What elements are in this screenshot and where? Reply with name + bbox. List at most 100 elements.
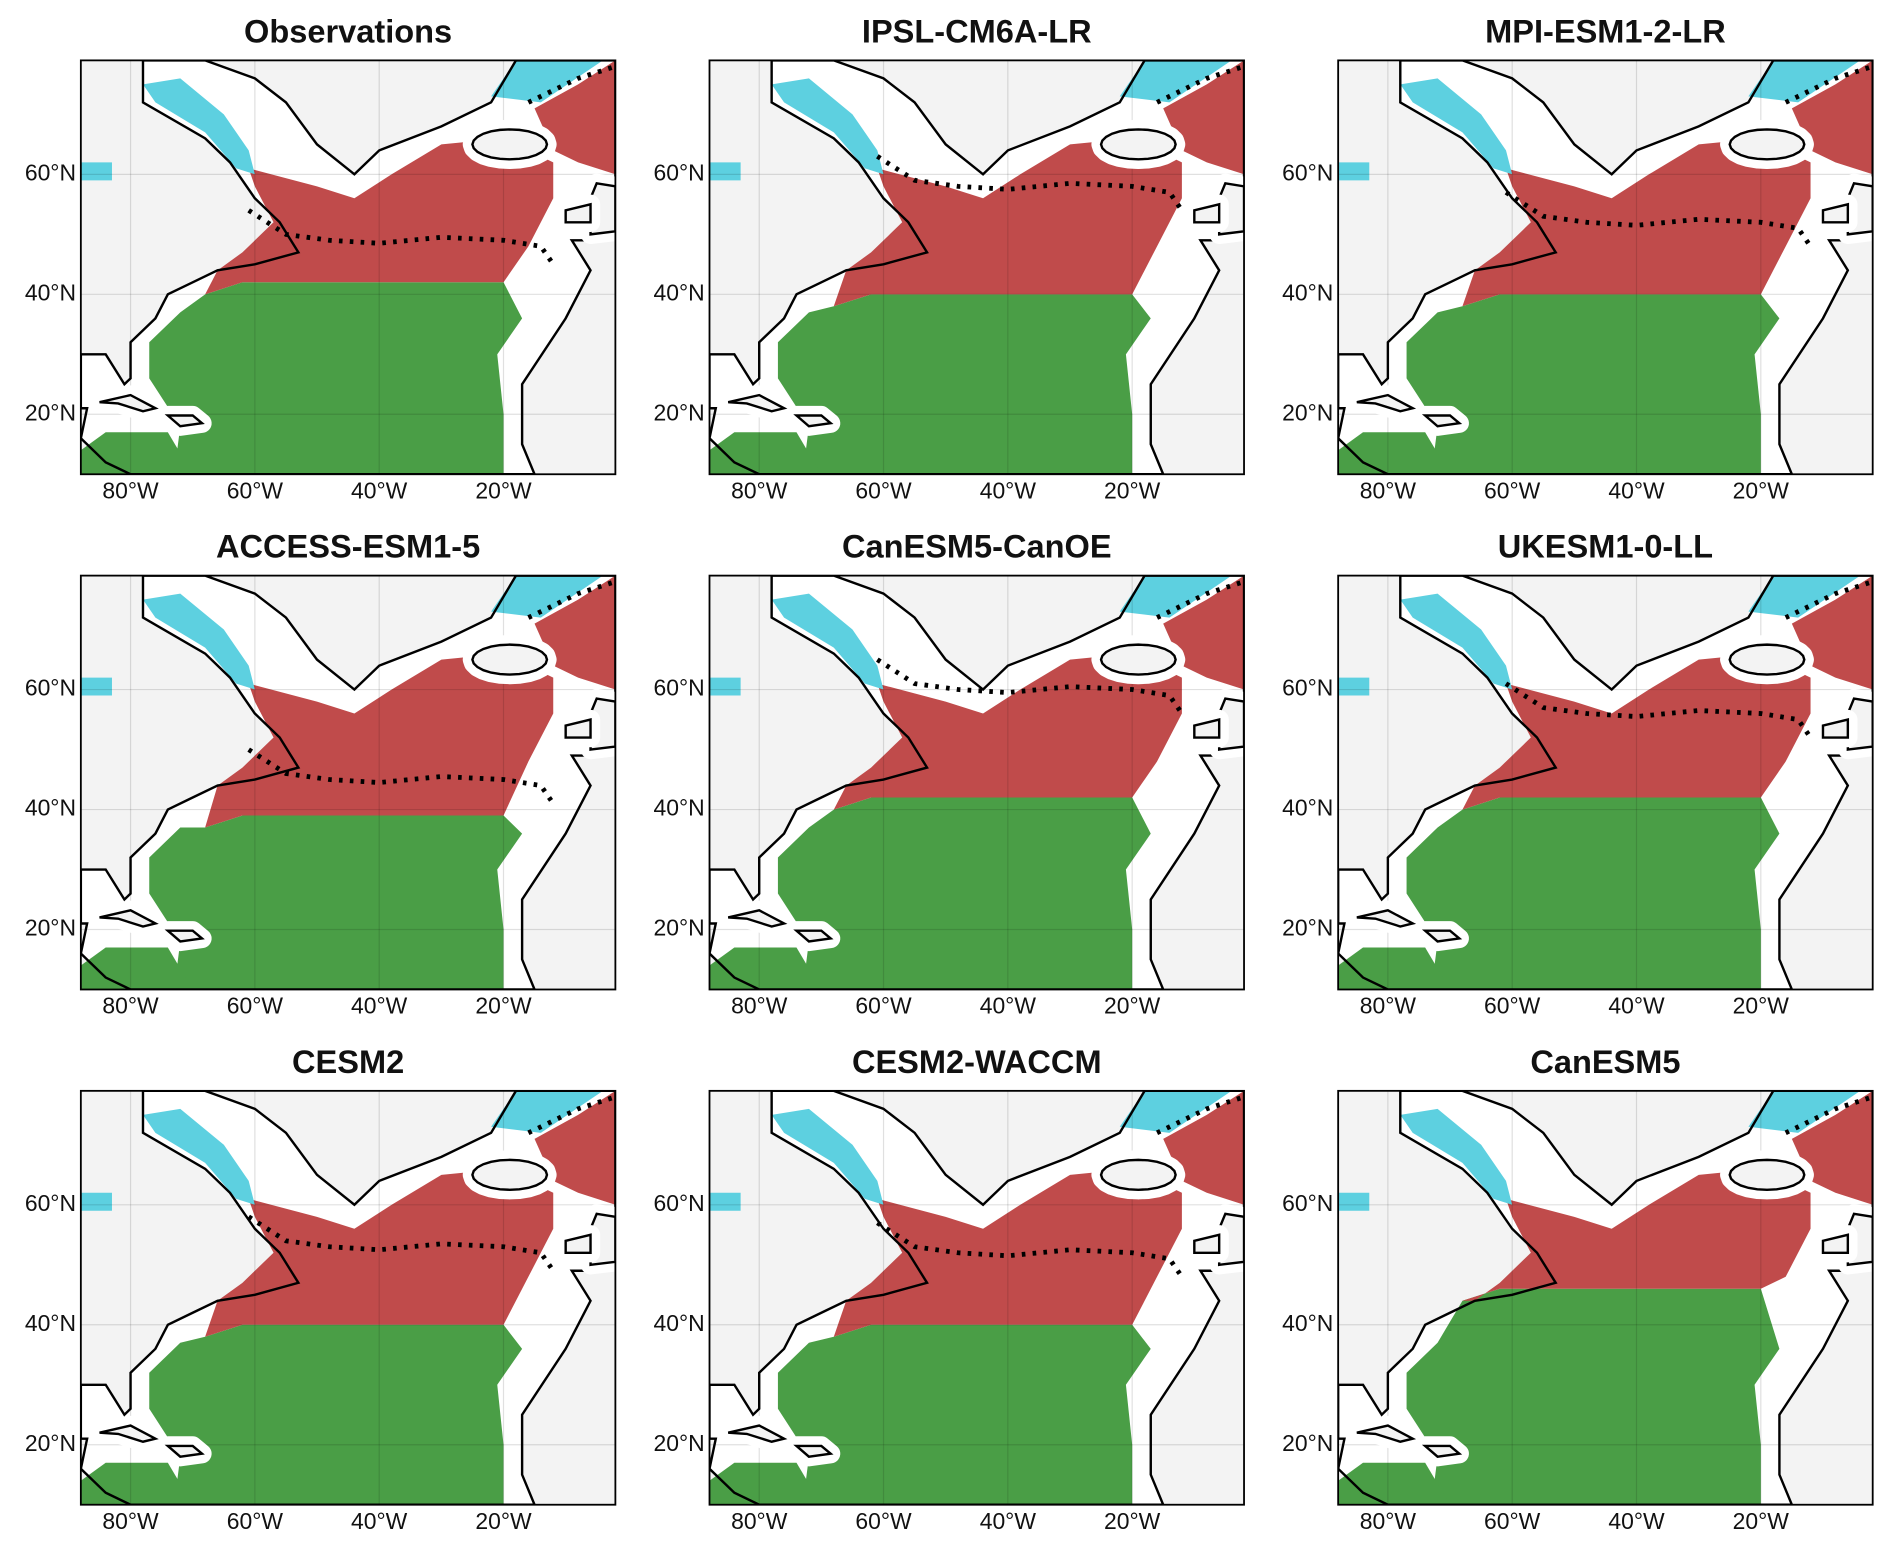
x-tick-label: 40°W — [980, 993, 1037, 1019]
green-region — [149, 282, 523, 475]
island — [793, 1444, 834, 1458]
map — [1338, 1090, 1873, 1505]
island — [727, 393, 788, 413]
red-region — [1462, 138, 1811, 307]
x-tick-label: 60°W — [227, 993, 284, 1019]
x-tick-label: 60°W — [855, 1508, 912, 1534]
island — [1193, 1233, 1221, 1254]
panel-title: UKESM1-0-LL — [1498, 529, 1713, 565]
y-tick-label: 20°N — [653, 399, 704, 425]
island — [1099, 1158, 1177, 1191]
x-tick-label: 40°W — [351, 993, 408, 1019]
green-region — [149, 815, 523, 990]
map-panel: ACCESS-ESM1-5 80°W 60°W 40°W 20°W 20°N 40°N 60°… — [25, 529, 617, 1019]
x-tick-label: 40°W — [351, 1508, 408, 1534]
x-tick-label: 80°W — [1360, 993, 1417, 1019]
contour-line — [1784, 64, 1873, 105]
island — [564, 202, 592, 224]
x-tick-label: 80°W — [731, 477, 788, 503]
map — [1338, 575, 1873, 990]
y-tick-label: 20°N — [1282, 399, 1333, 425]
y-tick-label: 20°N — [25, 915, 76, 941]
green-region — [1406, 797, 1780, 990]
x-tick-label: 40°W — [351, 477, 408, 503]
red-region — [205, 138, 554, 295]
x-tick-label: 40°W — [1608, 1508, 1665, 1534]
ice-region — [80, 162, 112, 181]
x-tick-label: 60°W — [855, 993, 912, 1019]
panel-title: IPSL-CM6A-LR — [862, 13, 1092, 49]
x-tick-label: 20°W — [1733, 993, 1790, 1019]
contour-line — [527, 1094, 616, 1136]
x-tick-label: 80°W — [102, 1508, 159, 1534]
contour-line — [527, 579, 616, 620]
x-tick-label: 40°W — [980, 477, 1037, 503]
x-tick-label: 80°W — [102, 993, 159, 1019]
map-panel: MPI-ESM1-2-LR 80°W 60°W 40°W 20°W 20°N 40°N 60°… — [1282, 13, 1874, 503]
x-tick-label: 60°W — [227, 1508, 284, 1534]
map-panel: CanESM5-CanOE 80°W 60°W 40°W 20°W 20°N 40°N 60°… — [653, 529, 1245, 1019]
x-tick-label: 20°W — [1733, 1508, 1790, 1534]
island — [164, 929, 205, 943]
ice-region — [1119, 60, 1232, 103]
contour-line — [876, 1220, 1184, 1279]
red-region — [833, 138, 1182, 307]
ice-region — [771, 1108, 884, 1205]
island — [164, 414, 205, 428]
island — [1728, 1158, 1806, 1191]
frame — [708, 1089, 1245, 1506]
x-tick-label: 80°W — [102, 477, 159, 503]
island — [1356, 1424, 1417, 1443]
map-panel: CESM2-WACCM 80°W 60°W 40°W 20°W 20°N 40°N 60°N — [653, 1044, 1245, 1534]
contour-line — [1784, 1094, 1873, 1136]
x-tick-label: 40°W — [980, 1508, 1037, 1534]
island — [1099, 643, 1177, 676]
ice-region — [1119, 575, 1232, 618]
y-tick-label: 40°N — [653, 1310, 704, 1336]
island — [1821, 1233, 1850, 1254]
y-tick-label: 40°N — [25, 279, 76, 305]
island — [471, 1158, 549, 1191]
map-panel: UKESM1-0-LL 80°W 60°W 40°W 20°W 20°N 40°N 60°N — [1282, 529, 1874, 1019]
y-tick-label: 20°N — [653, 1430, 704, 1456]
frame — [79, 1089, 617, 1506]
map — [80, 1090, 616, 1505]
red-region — [833, 1168, 1182, 1337]
x-tick-label: 60°W — [1484, 477, 1541, 503]
island — [99, 909, 159, 928]
island — [1421, 929, 1463, 943]
y-tick-label: 60°N — [653, 675, 704, 701]
red-region — [205, 1168, 554, 1337]
y-tick-label: 20°N — [1282, 915, 1333, 941]
y-tick-label: 60°N — [1282, 159, 1333, 185]
ice-region — [142, 593, 255, 690]
island — [99, 1424, 159, 1443]
x-tick-label: 80°W — [1360, 1508, 1417, 1534]
y-tick-label: 40°N — [1282, 1310, 1333, 1336]
island — [727, 909, 788, 928]
ice-region — [1748, 1090, 1861, 1133]
y-tick-label: 60°N — [653, 159, 704, 185]
green-region — [777, 797, 1151, 990]
x-tick-label: 40°W — [1608, 993, 1665, 1019]
panel-title: ACCESS-ESM1-5 — [216, 529, 480, 565]
island — [1728, 643, 1806, 676]
island — [1356, 909, 1417, 928]
red-region — [205, 653, 554, 828]
contour-line — [247, 747, 556, 805]
x-tick-label: 20°W — [1104, 477, 1161, 503]
ice-region — [491, 575, 603, 618]
panel-title: CESM2-WACCM — [852, 1044, 1102, 1080]
x-tick-label: 60°W — [1484, 1508, 1541, 1534]
panel-title: CESM2 — [292, 1044, 404, 1080]
ice-region — [709, 162, 741, 181]
ice-region — [80, 677, 112, 696]
panel-title: MPI-ESM1-2-LR — [1485, 13, 1726, 49]
map-panel: CESM2 80°W 60°W 40°W 20°W 20°N 40°N 60°N — [25, 1044, 617, 1534]
island — [471, 643, 549, 676]
red-region — [833, 653, 1182, 810]
island — [1421, 414, 1463, 428]
y-tick-label: 60°N — [1282, 1190, 1333, 1216]
red-region — [1462, 1168, 1811, 1301]
contour-line — [1155, 579, 1245, 620]
